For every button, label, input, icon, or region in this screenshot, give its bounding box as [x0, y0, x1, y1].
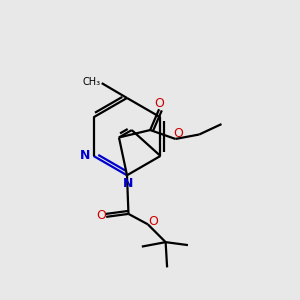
Text: N: N — [123, 177, 134, 190]
Text: O: O — [154, 98, 164, 110]
Text: O: O — [148, 215, 158, 228]
Text: O: O — [96, 209, 106, 222]
Text: O: O — [173, 127, 183, 140]
Text: N: N — [80, 149, 90, 162]
Text: CH₃: CH₃ — [82, 76, 100, 87]
